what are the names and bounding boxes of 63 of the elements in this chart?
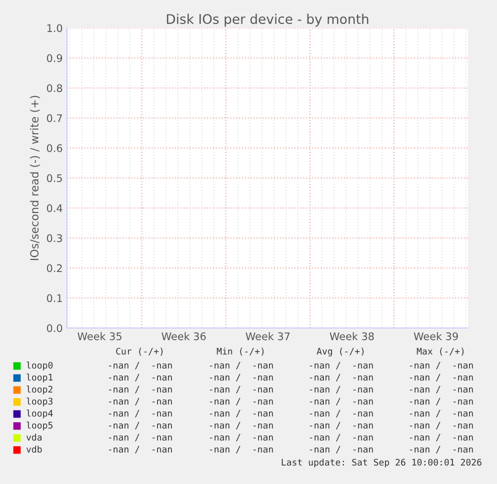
legend-label: loop0 — [26, 362, 53, 370]
text: -nan / -nan — [410, 362, 473, 370]
legend-label: vdb — [26, 446, 42, 453]
text: -nan / -nan — [410, 446, 473, 454]
text: -nan / -nan — [310, 386, 373, 394]
legend-label: loop5 — [26, 422, 52, 430]
text: -nan / -nan — [410, 386, 473, 394]
text: -nan / -nan — [108, 446, 172, 454]
text: -nan / -nan — [410, 374, 473, 382]
y-tick-label: 0.5 — [46, 174, 62, 182]
y-tick-label: 0.2 — [46, 264, 62, 272]
legend-label: loop4 — [26, 410, 53, 418]
text: -nan / -nan — [410, 422, 473, 430]
text: -nan / -nan — [108, 398, 172, 406]
y-tick-label: 0.3 — [46, 234, 62, 242]
x-tick-label: Week 36 — [162, 332, 206, 340]
y-tick-label: 0.7 — [46, 114, 62, 122]
legend-label: vda — [26, 434, 42, 441]
y-tick-label: 0.9 — [46, 54, 62, 62]
text: -nan / -nan — [310, 362, 373, 370]
text: -nan / -nan — [210, 422, 273, 430]
text: -nan / -nan — [310, 422, 373, 430]
chart-title: Disk IOs per device - by month — [166, 14, 368, 27]
text: -nan / -nan — [410, 434, 473, 442]
text: -nan / -nan — [210, 386, 273, 394]
x-tick-label: Week 37 — [246, 332, 290, 340]
text: -nan / -nan — [108, 386, 172, 394]
y-tick-label: 0.4 — [46, 204, 62, 212]
text: -nan / -nan — [310, 446, 373, 454]
text: -nan / -nan — [410, 410, 473, 418]
y-axis-title: IOs/second read (-) / write (+) — [30, 96, 40, 260]
text: -nan / -nan — [210, 446, 273, 454]
text: Max (-/+) — [416, 348, 464, 356]
text: -nan / -nan — [310, 398, 373, 406]
text: -nan / -nan — [108, 422, 172, 430]
x-tick-label: Week 39 — [414, 332, 458, 340]
text: -nan / -nan — [108, 362, 172, 370]
text: -nan / -nan — [108, 434, 172, 442]
text: -nan / -nan — [108, 374, 172, 382]
text: -nan / -nan — [210, 398, 273, 406]
legend-label: loop3 — [26, 398, 52, 406]
text: -nan / -nan — [210, 434, 273, 442]
text: Cur (-/+) — [116, 348, 163, 356]
text: -nan / -nan — [310, 434, 373, 442]
text: -nan / -nan — [210, 374, 273, 382]
text: -nan / -nan — [108, 410, 172, 418]
text: -nan / -nan — [210, 362, 273, 370]
x-tick-label: Week 38 — [330, 332, 374, 340]
text: -nan / -nan — [410, 398, 473, 406]
text: -nan / -nan — [310, 374, 373, 382]
legend-label: loop1 — [26, 374, 53, 382]
text: Last update: Sat Sep 26 10:00:01 2026 — [282, 458, 482, 468]
x-tick-label: Week 35 — [78, 332, 122, 340]
y-tick-label: 0.0 — [46, 324, 62, 332]
legend-label: loop2 — [26, 386, 52, 394]
y-tick-label: 1.0 — [47, 24, 62, 32]
y-tick-label: 0.1 — [46, 294, 62, 302]
text: -nan / -nan — [310, 410, 373, 418]
y-tick-label: 0.8 — [46, 84, 62, 92]
text: Min (-/+) — [216, 348, 264, 356]
text: -nan / -nan — [210, 410, 273, 418]
text: Avg (-/+) — [316, 348, 364, 356]
y-tick-label: 0.6 — [46, 144, 62, 152]
